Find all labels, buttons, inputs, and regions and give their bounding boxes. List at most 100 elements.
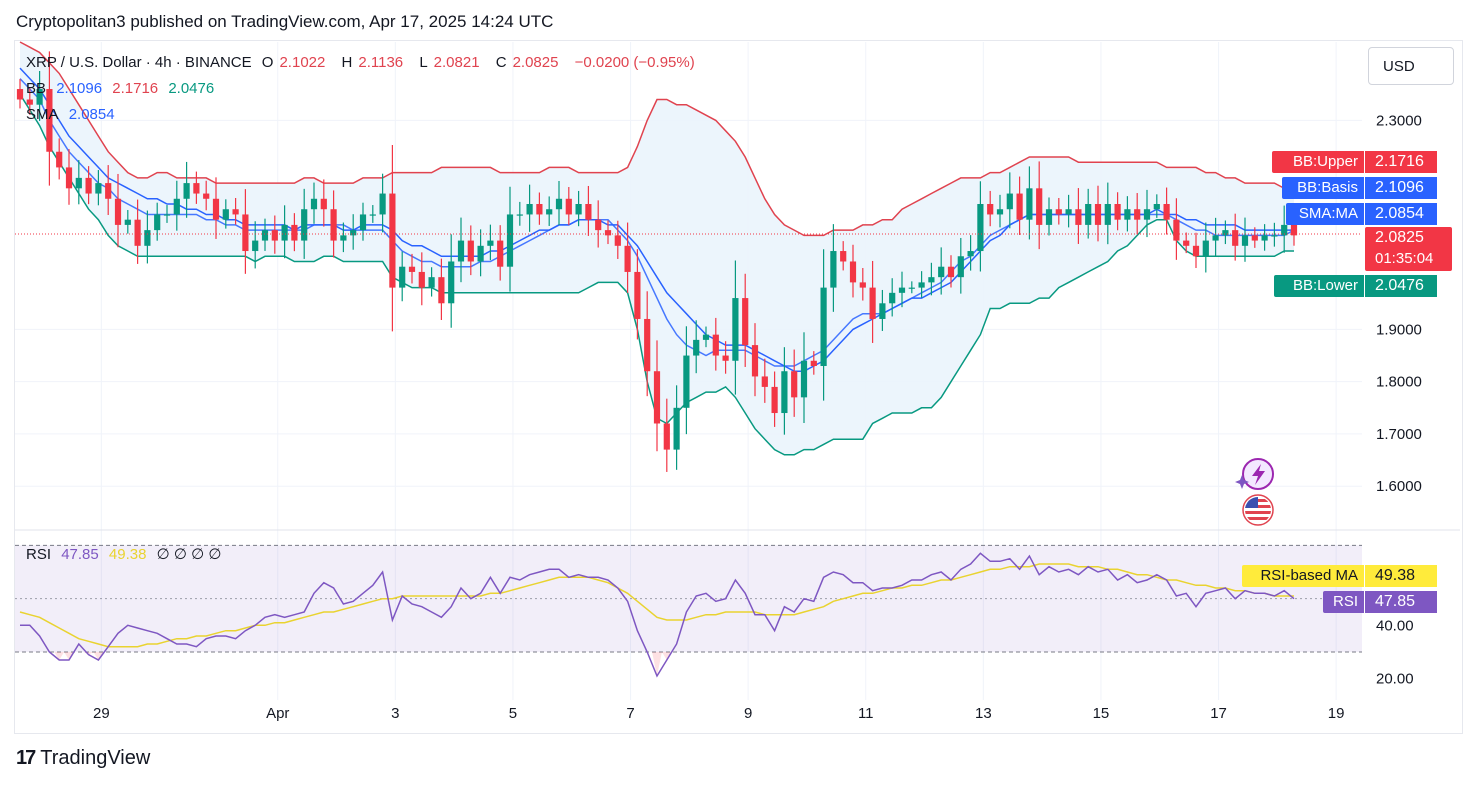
candle[interactable] [1085,188,1092,239]
candle[interactable] [840,241,847,271]
candle[interactable] [1212,217,1219,257]
candle[interactable] [193,171,200,204]
currency-selector[interactable]: USD [1368,47,1454,85]
candle[interactable] [1143,189,1151,238]
candle[interactable] [928,262,935,296]
candle[interactable] [1026,166,1033,240]
candle[interactable] [918,271,925,298]
candle[interactable] [898,271,906,308]
candle[interactable] [252,221,259,269]
candle[interactable] [1114,192,1121,231]
candle[interactable] [291,213,298,252]
candle[interactable] [1065,194,1072,228]
candle[interactable] [408,253,416,284]
candle[interactable] [46,51,53,186]
candle[interactable] [448,234,455,328]
candle[interactable] [105,165,112,216]
assistant-icon[interactable] [1235,458,1274,490]
candle[interactable] [536,192,543,225]
candle[interactable] [526,184,533,232]
candle[interactable] [1055,197,1062,225]
candle[interactable] [1006,172,1013,229]
us-flag-icon[interactable] [1242,494,1274,526]
candle[interactable] [889,278,896,317]
candle[interactable] [144,210,151,264]
candle[interactable] [732,260,739,395]
candle[interactable] [65,149,73,205]
candle[interactable] [800,332,808,423]
candle[interactable] [457,217,465,283]
candle[interactable] [301,188,308,259]
candle[interactable] [830,224,837,312]
candle[interactable] [1036,161,1043,250]
candle[interactable] [751,323,759,397]
candle[interactable] [438,258,445,320]
candle[interactable] [477,229,484,277]
candle[interactable] [673,385,680,470]
candle[interactable] [173,180,180,231]
candle[interactable] [947,255,955,288]
candle[interactable] [183,161,190,218]
candle[interactable] [75,160,82,205]
candle[interactable] [742,273,749,367]
candle[interactable] [644,291,651,397]
candle[interactable] [379,173,386,233]
candle[interactable] [761,358,768,403]
symbol-name[interactable]: XRP / U.S. Dollar · 4h · BINANCE [26,54,252,71]
candle[interactable] [663,398,670,472]
candle[interactable] [1192,232,1200,269]
candle[interactable] [242,189,249,274]
candle[interactable] [996,194,1004,228]
candle[interactable] [418,252,425,306]
candle[interactable] [1045,197,1053,236]
candle[interactable] [849,244,857,298]
candle[interactable] [399,251,406,302]
candle[interactable] [908,281,915,294]
candle[interactable] [938,247,945,295]
rsi-legend[interactable]: RSI 47.85 49.38 ∅ ∅ ∅ ∅ [26,545,227,563]
candle[interactable] [56,138,63,180]
candle[interactable] [203,180,210,211]
candle[interactable] [1153,194,1160,218]
candle[interactable] [320,179,327,227]
tradingview-watermark[interactable]: 17 TradingView [16,747,150,770]
candle[interactable] [124,210,131,234]
candle[interactable] [683,326,690,435]
candle[interactable] [810,351,817,375]
candle[interactable] [1183,232,1190,254]
candle[interactable] [1241,217,1249,262]
candle[interactable] [1222,220,1229,245]
candle[interactable] [487,224,494,261]
candle[interactable] [281,205,288,259]
candle[interactable] [791,349,798,417]
candle[interactable] [957,237,964,294]
candle[interactable] [16,79,24,109]
candle[interactable] [1202,222,1209,273]
candle[interactable] [565,187,572,226]
candle[interactable] [604,220,612,245]
candle[interactable] [26,88,33,115]
candle[interactable] [1251,227,1258,248]
candle[interactable] [1134,193,1141,235]
candle[interactable] [1163,187,1170,235]
candle[interactable] [36,71,43,121]
candle[interactable] [261,218,269,251]
candle[interactable] [595,200,602,248]
candle[interactable] [702,326,710,348]
sma-legend[interactable]: SMA 2.0854 [26,106,121,123]
bb-legend[interactable]: BB 2.1096 2.1716 2.0476 [26,80,220,97]
candle[interactable] [516,201,523,226]
candle[interactable] [653,340,661,452]
candle[interactable] [869,260,876,343]
candle[interactable] [859,268,866,301]
candle[interactable] [369,205,376,223]
candle[interactable] [1016,176,1023,235]
candle[interactable] [1173,198,1180,260]
candle[interactable] [712,317,719,371]
candle[interactable] [163,205,171,223]
candle[interactable] [428,267,435,297]
candle[interactable] [555,181,563,226]
candle[interactable] [467,225,474,276]
candle[interactable] [781,347,788,435]
